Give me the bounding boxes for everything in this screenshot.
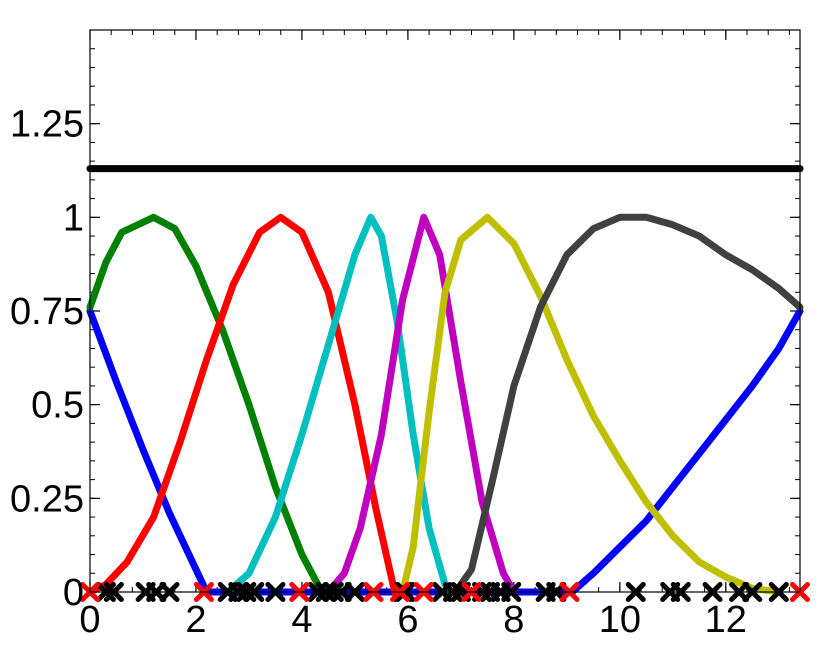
x-tick-label: 6 xyxy=(397,599,418,641)
y-tick-label: 0.25 xyxy=(10,478,84,520)
series-layer xyxy=(86,165,804,596)
y-tick-labels: 0 0.25 0.5 0.75 1 1.25 xyxy=(10,104,84,614)
y-tick-label: 0.75 xyxy=(10,291,84,333)
y-tick-label: 1.25 xyxy=(10,104,84,146)
x-tick-label: 4 xyxy=(291,599,312,641)
series-line-6 xyxy=(399,213,783,596)
series-line-5 xyxy=(324,213,518,596)
x-tick-label: 0 xyxy=(79,599,100,641)
x-tick-label: 12 xyxy=(705,599,747,641)
y-tick-label: 0 xyxy=(63,572,84,614)
series-line-1 xyxy=(86,307,804,596)
minor-ticks xyxy=(89,29,800,593)
x-tick-labels: 0 2 4 6 8 10 12 xyxy=(79,599,747,641)
series-line-4 xyxy=(224,213,454,596)
series-line-3 xyxy=(86,213,399,596)
x-tick-label: 2 xyxy=(185,599,206,641)
x-tick-label: 8 xyxy=(503,599,524,641)
series-line-2 xyxy=(86,213,327,596)
y-tick-label: 0.5 xyxy=(31,385,84,427)
plot-frame xyxy=(89,29,801,593)
y-tick-label: 1 xyxy=(63,197,84,239)
x-tick-label: 10 xyxy=(599,599,641,641)
series-line-7 xyxy=(452,213,804,596)
